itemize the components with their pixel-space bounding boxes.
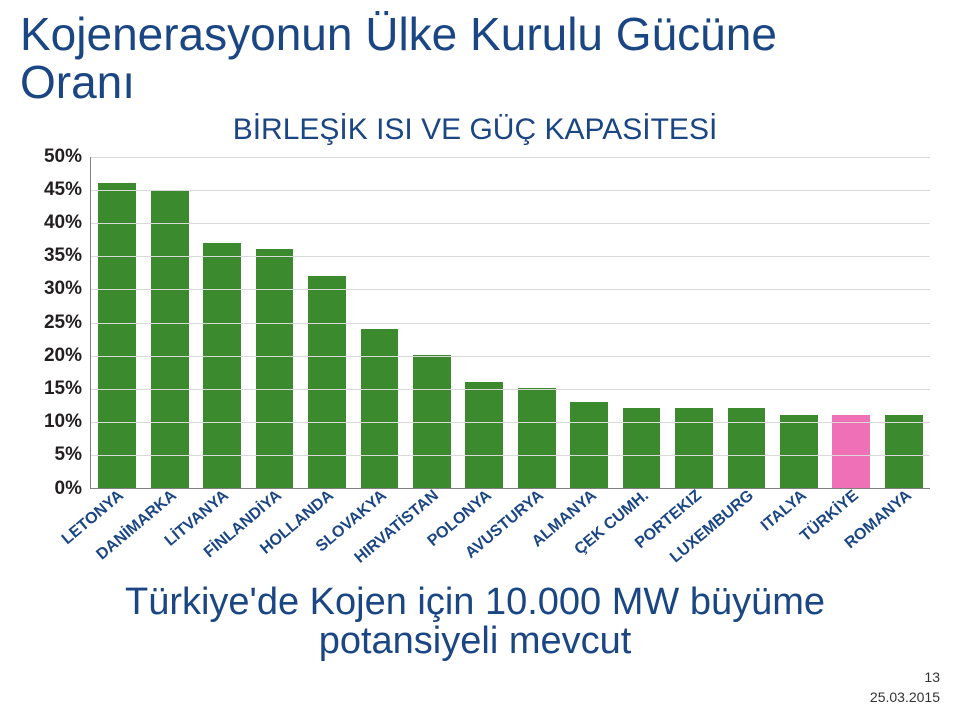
y-tick-label: 15% [30,378,82,400]
gridline [91,323,930,324]
x-axis-labels: LETONYADANİMARKALİTVANYAFİNLANDİYAHOLLAN… [90,489,930,537]
bar [361,329,399,488]
slide: Kojenerasyonun Ülke Kurulu Gücüne Oranı … [0,0,960,723]
chart-title: BİRLEŞİK ISI VE GÜÇ KAPASİTESİ [20,113,930,147]
y-tick-label: 45% [30,179,82,201]
bar [832,415,870,488]
y-tick-label: 5% [30,444,82,466]
gridline [91,422,930,423]
title-line-1: Kojenerasyonun Ülke Kurulu Gücüne [20,8,777,60]
bar [780,415,818,488]
gridline [91,289,930,290]
y-tick-label: 40% [30,212,82,234]
bar [203,243,241,488]
y-tick-label: 0% [30,478,82,500]
bar-chart: 0%5%10%15%20%25%30%35%40%45%50% LETONYAD… [30,157,930,537]
subtitle-line-2: potansiyeli mevcut [319,620,632,662]
bar [465,382,503,488]
gridline [91,356,930,357]
bar [885,415,923,488]
y-tick-label: 10% [30,411,82,433]
y-tick-label: 50% [30,146,82,168]
gridline [91,223,930,224]
y-tick-label: 25% [30,312,82,334]
gridline [91,256,930,257]
page-number: 13 [924,669,940,685]
bar [728,408,766,487]
bar [98,183,136,488]
subtitle-line-1: Türkiye'de Kojen için 10.000 MW büyüme [125,581,825,623]
bar [623,408,661,487]
x-label-slot: ROMANYA [878,489,931,537]
bar [570,402,608,488]
title-line-2: Oranı [20,56,135,108]
y-tick-label: 35% [30,245,82,267]
gridline [91,190,930,191]
bar [151,190,189,488]
y-tick-label: 30% [30,278,82,300]
bar [518,388,556,487]
gridline [91,455,930,456]
bar [256,249,294,487]
gridline [91,389,930,390]
subtitle: Türkiye'de Kojen için 10.000 MW büyüme p… [20,583,930,663]
page-title: Kojenerasyonun Ülke Kurulu Gücüne Oranı [20,10,930,107]
bar [675,408,713,487]
gridline [91,157,930,158]
plot-area [90,157,930,489]
page-date: 25.03.2015 [870,689,940,705]
y-tick-label: 20% [30,345,82,367]
